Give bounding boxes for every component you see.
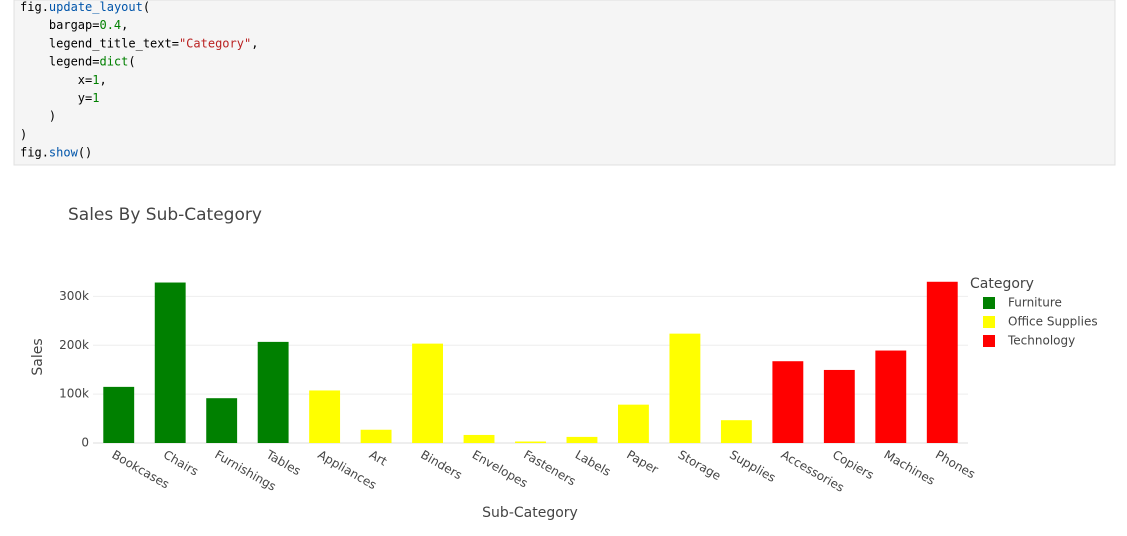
bar [257,341,289,443]
x-tick-label: Tables [263,447,303,478]
code-line: fig.update_layout( [20,0,150,14]
y-tick-label: 100k [59,387,89,401]
code-cell [13,0,1116,166]
bar [463,434,495,443]
bar [875,350,907,443]
code-line: bargap=0.4, [20,18,128,32]
x-tick-label: Art [367,448,390,469]
x-tick-label: Machines [882,448,938,488]
bar [206,398,238,443]
legend-title: Category [970,276,1034,292]
bar [926,281,958,443]
bar [823,369,855,443]
x-tick-label: Fasteners [521,448,578,489]
bar [360,429,392,443]
bar [566,436,598,443]
x-tick-label: Binders [418,448,464,483]
legend-label: Furniture [1008,296,1062,310]
y-tick-label: 300k [59,289,89,303]
code-line: legend=dict( [20,54,136,68]
y-axis-title: Sales [30,338,46,375]
bar [515,441,546,443]
x-tick-label: Storage [676,448,724,484]
x-tick-label: Labels [573,448,613,479]
x-tick-label: Phones [933,448,978,482]
bar [154,282,186,443]
bar [618,404,649,443]
legend-swatch [983,297,995,309]
code-line: x=1, [20,72,107,86]
bar [772,361,804,443]
bar [412,343,443,443]
y-tick-label: 0 [81,436,89,450]
code-line: y=1 [20,91,99,105]
legend-swatch [983,316,995,328]
x-tick-label: Paper [624,448,660,477]
legend-label: Office Supplies [1008,315,1098,329]
legend-swatch [983,335,995,347]
code-line: fig.show() [20,145,92,159]
x-tick-label: Bookcases [109,448,171,492]
y-tick-label: 200k [59,338,89,352]
x-tick-label: Chairs [161,448,201,479]
code-line: ) [20,109,56,123]
bar [103,386,135,443]
code-line: ) [20,127,27,141]
legend-label: Technology [1007,334,1075,348]
code-line: legend_title_text="Category", [20,36,258,50]
bar [720,420,752,443]
x-tick-label: Envelopes [470,448,530,491]
chart-title: Sales By Sub-Category [68,205,262,225]
bar [309,390,341,443]
bar [669,333,701,443]
x-tick-label: Supplies [727,448,778,486]
x-axis-title: Sub-Category [482,505,578,521]
